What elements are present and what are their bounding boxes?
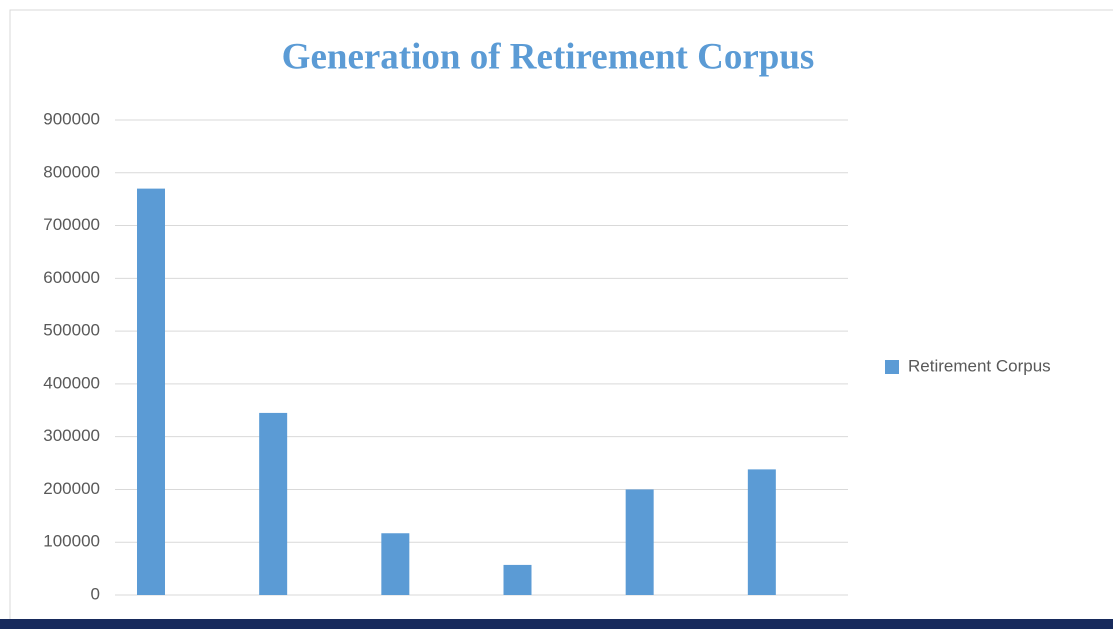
bar: [381, 533, 410, 595]
bar: [625, 489, 654, 595]
bar: [747, 469, 776, 595]
bar: [503, 564, 532, 595]
bottom-bar: [0, 619, 1113, 629]
y-tick-label: 700000: [43, 215, 100, 234]
y-tick-label: 200000: [43, 479, 100, 498]
y-tick-label: 0: [91, 584, 100, 603]
plot-area: 0 100000 200000 300000 400000 500000 600000 700…: [43, 109, 1050, 629]
y-tick-label: 600000: [43, 268, 100, 287]
bar: [259, 412, 288, 595]
y-tick-label: 300000: [43, 426, 100, 445]
legend-label: Retirement Corpus: [908, 356, 1051, 375]
bar: [137, 188, 165, 595]
y-tick-label: 900000: [43, 109, 100, 128]
chart-title: Generation of Retirement Corpus: [282, 36, 815, 77]
chart-frame: [9, 9, 1113, 629]
legend-swatch: [885, 360, 899, 374]
y-tick-label: 500000: [43, 321, 100, 340]
y-tick-label: 400000: [43, 373, 100, 392]
y-tick-label: 100000: [43, 532, 100, 551]
y-tick-label: 800000: [43, 162, 100, 181]
